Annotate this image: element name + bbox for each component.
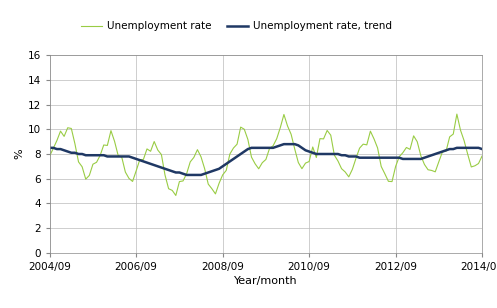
- Unemployment rate: [479, 154, 485, 158]
- Unemployment rate, trend: [457, 146, 463, 150]
- Unemployment rate: [321, 137, 327, 141]
- Unemployment rate: [234, 142, 240, 146]
- Unemployment rate: [47, 154, 53, 158]
- Unemployment rate, trend: [281, 142, 287, 146]
- Unemployment rate, trend: [234, 155, 240, 158]
- Unemployment rate, trend: [324, 152, 330, 156]
- Unemployment rate: [148, 149, 154, 153]
- Unemployment rate, trend: [47, 146, 53, 150]
- Line: Unemployment rate, trend: Unemployment rate, trend: [50, 144, 482, 175]
- Unemployment rate, trend: [90, 153, 96, 157]
- Unemployment rate, trend: [148, 162, 154, 166]
- Unemployment rate: [90, 162, 96, 166]
- Unemployment rate, trend: [346, 155, 352, 158]
- Unemployment rate, trend: [184, 173, 190, 177]
- Line: Unemployment rate: Unemployment rate: [50, 114, 482, 196]
- Unemployment rate: [173, 194, 179, 197]
- Y-axis label: %: %: [14, 149, 25, 159]
- Unemployment rate, trend: [479, 147, 485, 151]
- Unemployment rate: [342, 170, 348, 174]
- Unemployment rate: [454, 112, 460, 116]
- X-axis label: Year/month: Year/month: [234, 276, 298, 286]
- Legend: Unemployment rate, Unemployment rate, trend: Unemployment rate, Unemployment rate, tr…: [77, 17, 396, 36]
- Unemployment rate: [457, 128, 463, 132]
